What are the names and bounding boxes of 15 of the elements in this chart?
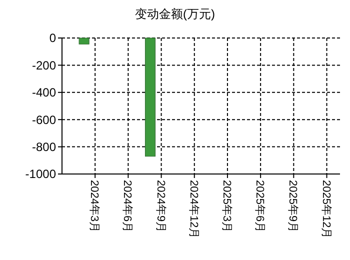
x-tick-label: 2024年12月 — [187, 180, 200, 239]
x-tick-label: 2025年3月 — [220, 180, 232, 233]
x-tick-label: 2024年9月 — [154, 180, 166, 233]
y-tick-label: -600 — [32, 112, 56, 127]
y-tick-label: -400 — [32, 86, 56, 100]
y-tick-label: 0 — [49, 31, 56, 46]
x-tick-label: 2025年12月 — [320, 180, 332, 239]
x-tick-label: 2025年6月 — [254, 180, 266, 233]
x-tick-label: 2024年6月 — [121, 180, 134, 233]
y-tick-label: -1000 — [25, 167, 56, 182]
x-tick-label: 2024年3月 — [88, 180, 100, 233]
y-tick-label: -800 — [32, 140, 56, 154]
y-tick-label: -200 — [32, 58, 56, 72]
x-tick-label: 2025年9月 — [286, 180, 299, 233]
chart-title: 变动金额(万元) — [135, 7, 215, 21]
